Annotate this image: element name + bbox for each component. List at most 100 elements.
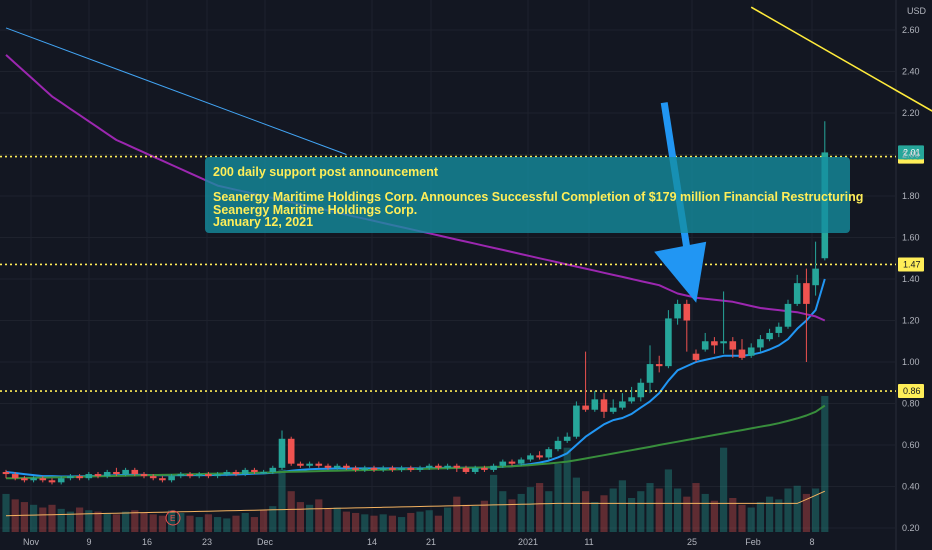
candle-body — [159, 478, 166, 481]
candle-body — [462, 467, 470, 472]
volume-bar — [66, 511, 74, 532]
candle-body — [370, 467, 378, 470]
candle-body — [527, 455, 534, 460]
price-tick-label: 0.20 — [902, 523, 920, 533]
horizontal-levels[interactable]: 1.991.470.862.01 — [0, 145, 924, 399]
volume-bar — [315, 499, 323, 532]
volume-bar — [812, 488, 820, 532]
candle-body — [186, 474, 194, 477]
volume-bar — [600, 495, 608, 532]
level-label-box — [898, 257, 924, 272]
volume-bar — [287, 491, 295, 532]
volume-bar — [85, 510, 93, 532]
currency-label: USD — [907, 6, 927, 16]
volume-bar — [177, 512, 185, 532]
volume-bar — [260, 510, 268, 532]
time-tick-label: Dec — [257, 537, 274, 547]
volume-bar — [278, 469, 286, 532]
time-tick-label: 14 — [367, 537, 377, 547]
volume-bar — [471, 506, 479, 532]
volume-bar — [701, 493, 709, 532]
candle-body — [11, 474, 19, 479]
candle-body — [379, 467, 387, 470]
candle-body — [103, 471, 111, 477]
candle-body — [214, 474, 221, 477]
price-tick-label: 1.00 — [902, 357, 920, 367]
price-tick-label: 0.40 — [902, 482, 920, 492]
candle-body — [361, 467, 369, 470]
candle-body — [674, 303, 681, 319]
volume-bar — [168, 510, 176, 532]
annotation-line-2: Seanergy Maritime Holdings Corp. — [213, 202, 418, 217]
volume-bar — [398, 517, 406, 532]
price-tick-label: 0.60 — [902, 440, 920, 450]
annotation-box[interactable]: 200 daily support post announcement Sean… — [205, 157, 863, 233]
volume-bar — [655, 488, 663, 532]
volume-bar — [499, 491, 507, 532]
volume-bar — [646, 483, 654, 532]
candle-body — [205, 474, 212, 477]
candle-body — [665, 318, 672, 367]
volume-bar — [352, 512, 360, 532]
candle-body — [241, 469, 249, 475]
volume-bar — [361, 514, 369, 532]
candle-body — [389, 467, 396, 470]
volume-bar — [674, 488, 682, 532]
candle-body — [177, 474, 185, 477]
candles — [2, 121, 829, 485]
volume-bar — [94, 511, 102, 532]
candle-body — [545, 449, 553, 458]
volume-bar — [572, 477, 580, 532]
annotation-title: 200 daily support post announcement — [213, 165, 439, 179]
volume-bar — [545, 491, 553, 532]
volume-bar — [39, 507, 47, 532]
candle-body — [582, 405, 589, 410]
time-tick-label: 11 — [584, 537, 593, 547]
candle-body — [701, 341, 709, 350]
candle-body — [536, 455, 543, 458]
candle-body — [195, 474, 203, 477]
candle-body — [435, 465, 442, 468]
volume-bar — [821, 396, 829, 532]
volume-bar — [609, 488, 617, 532]
price-tick-label: 2.40 — [902, 67, 920, 77]
candle-body — [168, 476, 175, 481]
volume-bar — [692, 483, 700, 532]
candle-body — [499, 461, 507, 466]
volume-bar — [683, 496, 691, 532]
volume-bar — [536, 483, 544, 532]
time-tick-label: 9 — [86, 537, 91, 547]
candle-body — [287, 438, 295, 464]
volume-bars — [2, 396, 829, 532]
volume-bar — [2, 493, 10, 532]
volume-bar — [306, 504, 314, 532]
candle-body — [30, 478, 37, 481]
candle-body — [2, 471, 10, 475]
earnings-circle — [165, 510, 181, 526]
time-tick-label: 16 — [142, 537, 152, 547]
candle-body — [803, 283, 810, 304]
earnings-marker[interactable]: E — [165, 510, 181, 526]
price-tick-label: 2.00 — [902, 150, 920, 160]
candle-body — [720, 341, 727, 344]
time-tick-label: 8 — [809, 537, 814, 547]
volume-bar — [324, 508, 332, 532]
candle-body — [554, 440, 562, 450]
volume-bar — [214, 517, 222, 532]
candle-body — [517, 459, 525, 464]
price-axis: USD 2.60 2.40 2.20 2.00 1.80 1.60 1.40 1.20 1.00… — [902, 6, 927, 533]
candle-body — [784, 303, 792, 327]
volume-bar — [416, 511, 424, 532]
volume-bar — [729, 498, 737, 532]
candle-body — [306, 463, 313, 466]
volume-bar — [30, 504, 38, 532]
volume-bar — [756, 502, 764, 532]
time-tick-label: 21 — [426, 537, 436, 547]
candle-body — [398, 467, 405, 470]
candle-body — [646, 364, 654, 383]
price-tick-label: 2.20 — [902, 108, 920, 118]
candle-body — [481, 467, 488, 470]
volume-bar — [434, 515, 442, 532]
candle-body — [609, 407, 617, 412]
